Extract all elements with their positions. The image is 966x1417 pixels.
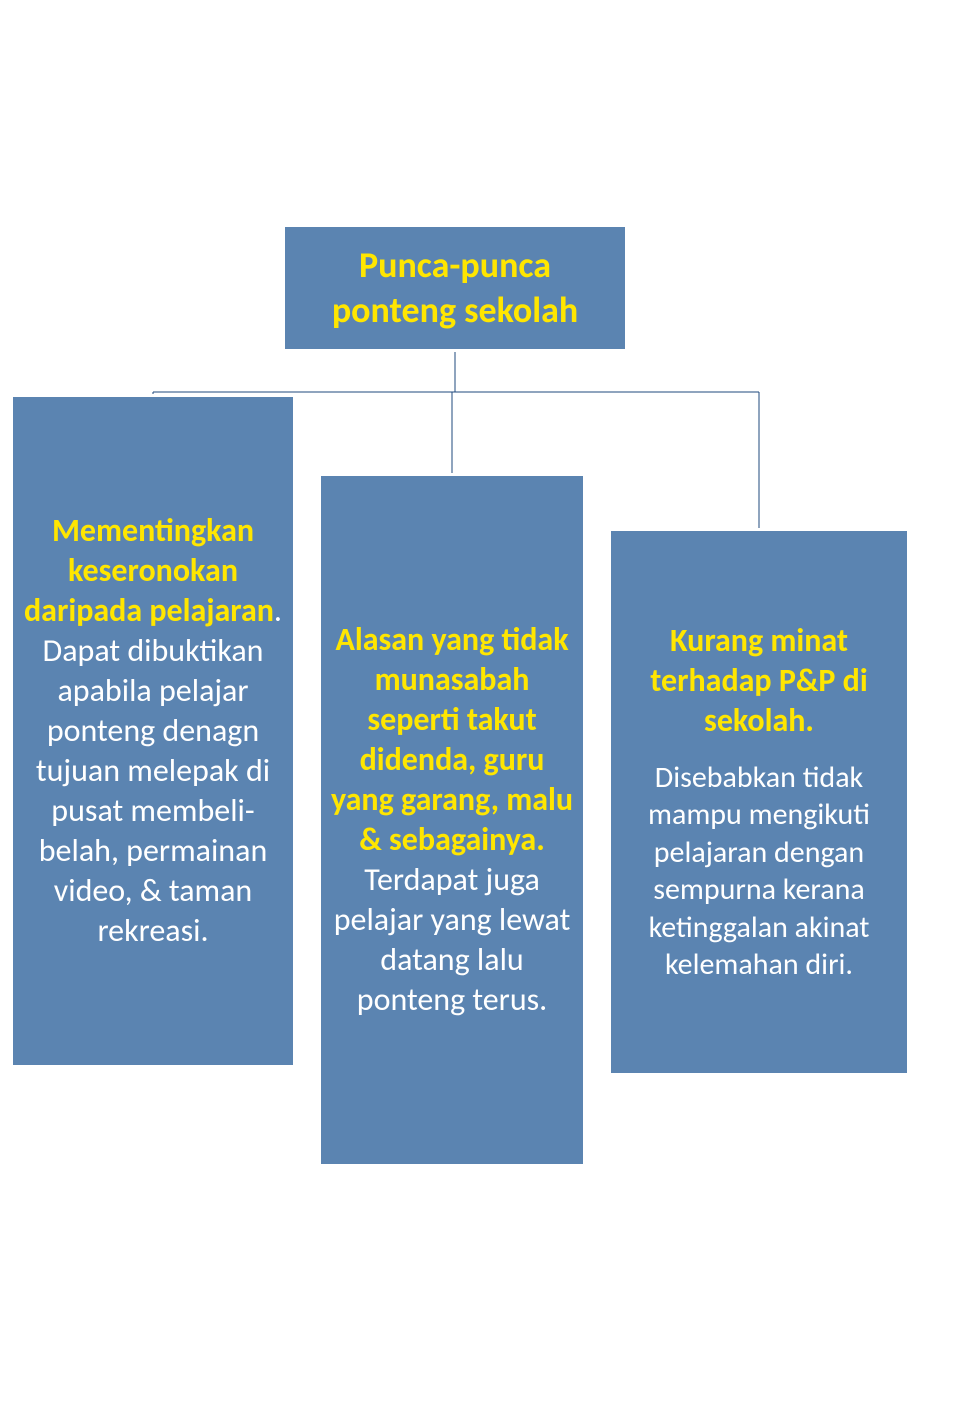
diagram-canvas: Punca-punca ponteng sekolah Mementingkan… [0, 0, 966, 1417]
child-2-body: Terdapat juga pelajar yang lewat datang … [334, 860, 571, 1019]
child-3-title: Kurang minat terhadap P&P di sekolah. [619, 621, 899, 741]
child-1-title: Mementingkan keseronokan daripada pelaja… [24, 511, 274, 630]
child-2-title: Alasan yang tidak munasabah seperti taku… [331, 620, 573, 859]
child-node-3: Kurang minat terhadap P&P di sekolah. Di… [608, 528, 910, 1076]
child-1-body: . Dapat dibuktikan apabila pelajar ponte… [36, 591, 282, 950]
child-3-body: Disebabkan tidak mampu mengikuti pelajar… [619, 759, 899, 984]
root-node: Punca-punca ponteng sekolah [282, 224, 628, 352]
child-node-1: Mementingkan keseronokan daripada pelaja… [10, 394, 296, 1068]
child-node-2: Alasan yang tidak munasabah seperti taku… [318, 473, 586, 1167]
root-title: Punca-punca ponteng sekolah [293, 243, 617, 333]
